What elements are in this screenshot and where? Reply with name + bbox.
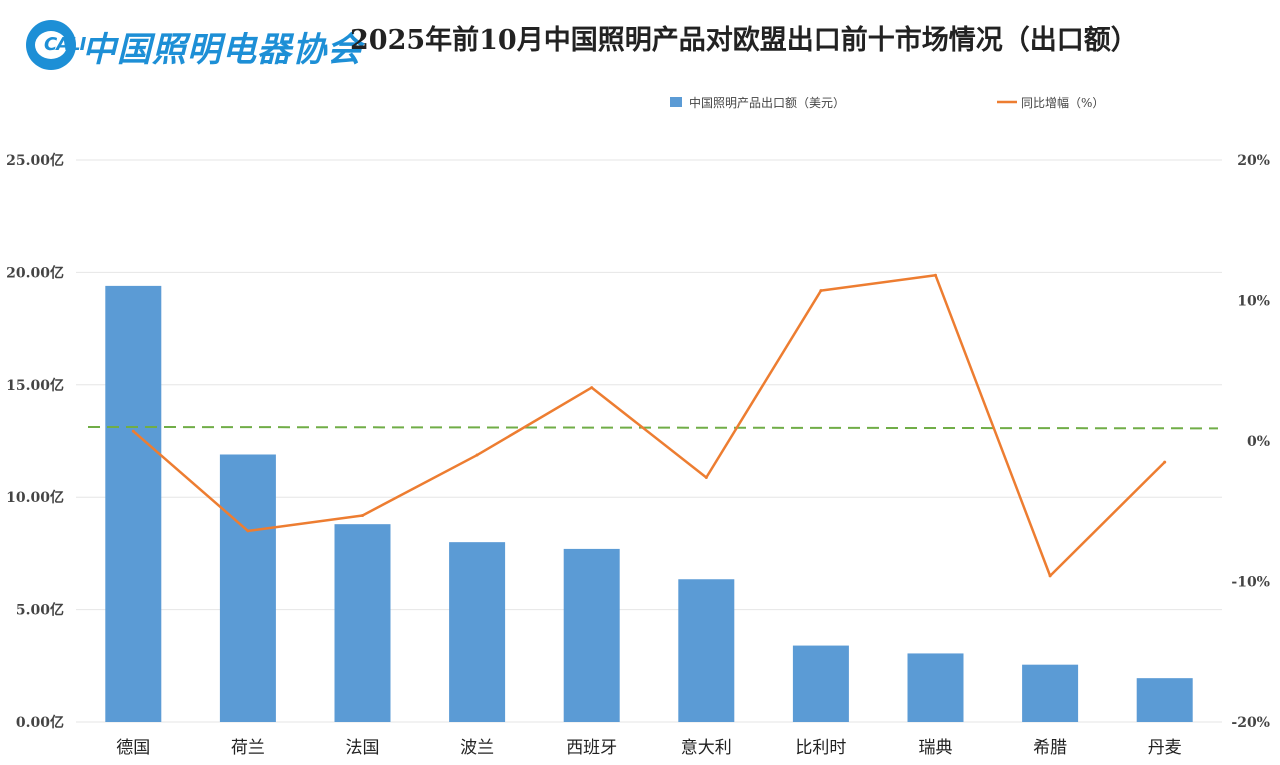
line-point	[475, 453, 479, 457]
y-left-tick-label: 25.00亿	[6, 152, 64, 169]
logo: CALI 中国照明电器协会	[26, 18, 361, 72]
line-point	[704, 476, 708, 480]
x-tick-label: 法国	[346, 738, 380, 758]
x-tick-label: 波兰	[460, 738, 494, 758]
y-left-tick-label: 15.00亿	[6, 377, 64, 394]
reference-line	[87, 425, 1219, 430]
y-right-tick-label: -10%	[1231, 575, 1270, 591]
y-right-tick-label: 0%	[1247, 434, 1270, 450]
x-axis: 德国 荷兰 法国 波兰 西班牙 意大利 比利时 瑞典 希腊 丹麦	[116, 738, 1181, 758]
x-tick-label: 意大利	[681, 738, 732, 758]
y-right-tick-label: 10%	[1237, 294, 1270, 310]
line-point	[246, 529, 250, 533]
bar	[1022, 664, 1079, 722]
x-tick-label: 德国	[116, 738, 150, 758]
y-left-tick-label: 10.00亿	[6, 489, 64, 506]
bar	[219, 454, 276, 722]
line-point	[590, 386, 594, 390]
legend-bar-swatch	[670, 97, 682, 107]
y-left-tick-label: 20.00亿	[6, 264, 64, 281]
y-right-tick-label: -20%	[1231, 715, 1270, 731]
line-point	[361, 513, 364, 517]
bar	[334, 524, 391, 722]
bar	[449, 542, 506, 722]
logo-abbr: CALI	[44, 34, 86, 55]
x-tick-label: 荷兰	[231, 738, 265, 758]
average-reference-line	[87, 425, 1219, 430]
bar	[105, 285, 162, 722]
line-series	[131, 273, 1167, 578]
x-tick-label: 丹麦	[1148, 738, 1182, 758]
x-tick-label: 瑞典	[919, 738, 953, 758]
logo-name: 中国照明电器协会	[82, 30, 362, 70]
line-point	[131, 429, 135, 433]
y-axis-right: -20% -10% 0% 10% 20%	[1231, 153, 1270, 731]
growth-line	[132, 273, 1166, 578]
x-tick-label: 希腊	[1033, 738, 1067, 758]
line-point	[934, 273, 937, 277]
bar	[678, 579, 735, 722]
y-axis-left: 0.00亿 5.00亿 10.00亿 15.00亿 20.00亿 25.00亿	[6, 152, 64, 731]
x-tick-label: 比利时	[795, 738, 846, 758]
y-left-tick-label: 5.00亿	[16, 602, 64, 619]
line-point	[1048, 574, 1052, 578]
line-point	[1163, 460, 1167, 464]
legend: 中国照明产品出口额（美元） 同比增幅（%）	[670, 95, 1104, 110]
x-tick-label: 西班牙	[566, 738, 617, 758]
legend-bar-label: 中国照明产品出口额（美元）	[689, 95, 845, 110]
chart-title: 2025年前10月中国照明产品对欧盟出口前十市场情况（出口额）	[350, 25, 1138, 56]
bar	[563, 548, 620, 722]
bar	[1136, 678, 1193, 722]
bar	[907, 653, 964, 722]
y-left-tick-label: 0.00亿	[16, 714, 64, 731]
legend-line-label: 同比增幅（%）	[1021, 95, 1104, 110]
logo-emblem	[26, 20, 76, 70]
line-point	[819, 289, 823, 293]
bar-series	[105, 285, 1193, 722]
bar	[792, 645, 849, 722]
y-right-tick-label: 20%	[1237, 153, 1270, 169]
